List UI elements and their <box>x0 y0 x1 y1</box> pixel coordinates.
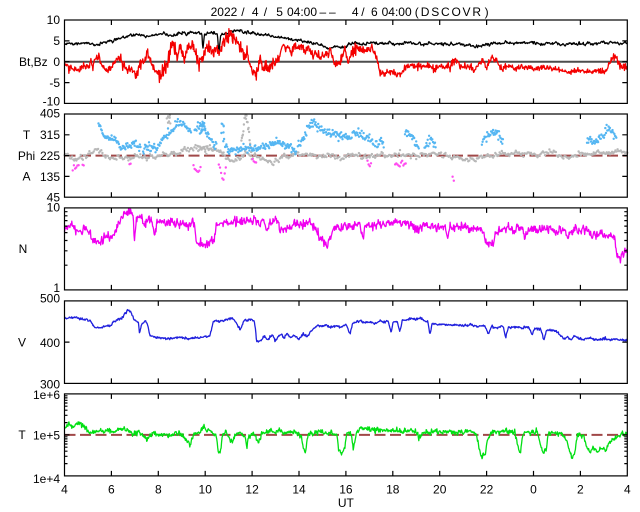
svg-text:V: V <box>18 335 26 349</box>
svg-text:4: 4 <box>624 483 631 497</box>
svg-text:1e+5: 1e+5 <box>33 428 60 442</box>
svg-text:DSCOVR: DSCOVR <box>421 5 482 19</box>
svg-text:–: – <box>329 5 336 19</box>
svg-text:16: 16 <box>339 483 353 497</box>
svg-text:10: 10 <box>199 483 213 497</box>
svg-text:–: – <box>320 5 327 19</box>
svg-text:10: 10 <box>47 201 61 215</box>
svg-text:4: 4 <box>352 5 359 19</box>
svg-text:1e+4: 1e+4 <box>33 472 60 486</box>
svg-text:18: 18 <box>386 483 400 497</box>
svg-text:315: 315 <box>40 128 60 142</box>
svg-text:10: 10 <box>47 13 61 27</box>
svg-text:6: 6 <box>108 483 115 497</box>
svg-text:300: 300 <box>40 378 60 392</box>
svg-text:UT: UT <box>338 496 355 510</box>
svg-text:4: 4 <box>252 5 259 19</box>
svg-text:/: / <box>361 5 365 19</box>
svg-text:2: 2 <box>577 483 584 497</box>
svg-text:5: 5 <box>53 34 60 48</box>
svg-text:500: 500 <box>40 292 60 306</box>
svg-text:20: 20 <box>433 483 447 497</box>
svg-text:135: 135 <box>40 170 60 184</box>
svg-text:T: T <box>18 428 26 442</box>
svg-text:8: 8 <box>155 483 162 497</box>
svg-text:225: 225 <box>40 149 60 163</box>
svg-text:N: N <box>19 242 28 256</box>
svg-text:45: 45 <box>47 190 61 204</box>
svg-text:04:00: 04:00 <box>287 5 317 19</box>
svg-text:6: 6 <box>371 5 378 19</box>
svg-text:Phi: Phi <box>18 149 35 163</box>
svg-text:22: 22 <box>480 483 494 497</box>
svg-text:T: T <box>23 128 31 142</box>
svg-text:405: 405 <box>40 106 60 120</box>
svg-text:Bt,Bz: Bt,Bz <box>19 55 48 69</box>
svg-text:04:00: 04:00 <box>382 5 412 19</box>
svg-text:A: A <box>22 170 30 184</box>
svg-text:/: / <box>264 5 268 19</box>
svg-text:4: 4 <box>61 483 68 497</box>
svg-text:-5: -5 <box>49 76 60 90</box>
svg-text:12: 12 <box>245 483 259 497</box>
svg-text:5: 5 <box>276 5 283 19</box>
svg-text:2022: 2022 <box>211 5 238 19</box>
svg-text:400: 400 <box>40 336 60 350</box>
svg-text:0: 0 <box>530 483 537 497</box>
svg-text:0: 0 <box>53 55 60 69</box>
svg-text:): ) <box>485 5 489 19</box>
svg-text:/: / <box>241 5 245 19</box>
svg-text:(: ( <box>415 5 419 19</box>
svg-text:-10: -10 <box>43 95 61 109</box>
svg-text:14: 14 <box>292 483 306 497</box>
svg-text:1e+6: 1e+6 <box>33 388 60 402</box>
svg-text:1: 1 <box>53 281 60 295</box>
